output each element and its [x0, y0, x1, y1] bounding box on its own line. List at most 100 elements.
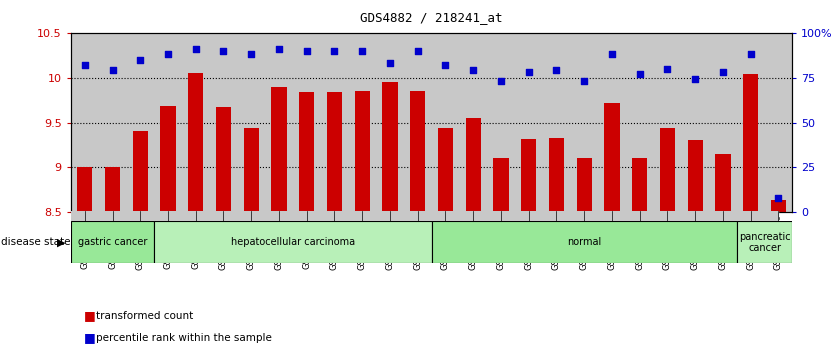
Bar — [154, 33, 182, 212]
Point — [217, 48, 230, 54]
Bar — [765, 33, 792, 212]
Bar — [640, 211, 667, 221]
Bar — [667, 211, 696, 221]
Point — [328, 48, 341, 54]
Bar — [473, 211, 501, 221]
Bar — [515, 33, 543, 212]
Bar — [327, 92, 342, 212]
Bar — [160, 106, 176, 212]
Point — [550, 68, 563, 73]
Point — [78, 62, 92, 68]
Bar — [168, 211, 196, 221]
Bar — [265, 33, 293, 212]
Text: hepatocellular carcinoma: hepatocellular carcinoma — [231, 237, 355, 247]
Point — [300, 48, 314, 54]
Point — [384, 60, 397, 66]
Bar — [238, 33, 265, 212]
Point — [577, 78, 590, 84]
Point — [439, 62, 452, 68]
Bar — [584, 211, 612, 221]
Bar — [71, 221, 154, 263]
Bar — [410, 91, 425, 212]
Bar — [612, 211, 640, 221]
Bar — [216, 107, 231, 212]
Point — [161, 51, 174, 57]
Bar — [771, 200, 786, 212]
Bar — [445, 211, 473, 221]
Point — [771, 195, 785, 201]
Point — [411, 48, 425, 54]
Text: pancreatic
cancer: pancreatic cancer — [739, 232, 791, 253]
Bar — [494, 159, 509, 212]
Bar — [487, 33, 515, 212]
Bar — [576, 159, 592, 212]
Bar — [85, 211, 113, 221]
Text: disease state: disease state — [1, 237, 70, 247]
Bar — [598, 33, 626, 212]
Bar — [432, 221, 736, 263]
Bar — [709, 33, 736, 212]
Bar — [660, 128, 675, 212]
Bar — [723, 211, 751, 221]
Bar — [404, 33, 432, 212]
Bar — [376, 33, 404, 212]
Bar — [716, 154, 731, 212]
Bar — [154, 221, 432, 263]
Point — [661, 66, 674, 72]
Bar — [224, 211, 251, 221]
Bar — [736, 221, 792, 263]
Point — [466, 68, 480, 73]
Text: ■: ■ — [83, 309, 95, 322]
Bar — [349, 33, 376, 212]
Point — [273, 46, 286, 52]
Point — [744, 51, 757, 57]
Bar — [501, 211, 529, 221]
Bar — [626, 33, 654, 212]
Bar — [556, 211, 584, 221]
Bar — [188, 73, 203, 212]
Bar — [529, 211, 556, 221]
Bar — [418, 211, 445, 221]
Bar — [279, 211, 307, 221]
Text: ▶: ▶ — [57, 237, 65, 247]
Bar — [570, 33, 598, 212]
Bar — [196, 211, 224, 221]
Bar — [354, 91, 369, 212]
Text: normal: normal — [567, 237, 601, 247]
Bar — [681, 33, 709, 212]
Bar — [362, 211, 390, 221]
Point — [605, 51, 619, 57]
Point — [522, 69, 535, 75]
Bar — [71, 33, 98, 212]
Text: ■: ■ — [83, 331, 95, 344]
Bar — [465, 118, 481, 212]
Bar — [431, 33, 460, 212]
Text: gastric cancer: gastric cancer — [78, 237, 147, 247]
Bar — [543, 33, 570, 212]
Point — [716, 69, 730, 75]
Point — [633, 71, 646, 77]
Bar — [460, 33, 487, 212]
Bar — [244, 128, 259, 212]
Bar — [133, 131, 148, 212]
Bar — [751, 211, 778, 221]
Bar — [77, 167, 93, 212]
Text: transformed count: transformed count — [96, 311, 193, 321]
Bar — [293, 33, 320, 212]
Bar — [271, 86, 287, 212]
Bar — [113, 211, 140, 221]
Bar — [105, 167, 120, 212]
Point — [106, 68, 119, 73]
Point — [189, 46, 203, 52]
Bar — [182, 33, 209, 212]
Bar — [687, 140, 703, 212]
Text: GDS4882 / 218241_at: GDS4882 / 218241_at — [360, 11, 503, 24]
Bar — [521, 139, 536, 212]
Point — [355, 48, 369, 54]
Point — [495, 78, 508, 84]
Bar — [209, 33, 238, 212]
Bar — [251, 211, 279, 221]
Point — [244, 51, 258, 57]
Point — [689, 77, 702, 82]
Bar — [334, 211, 362, 221]
